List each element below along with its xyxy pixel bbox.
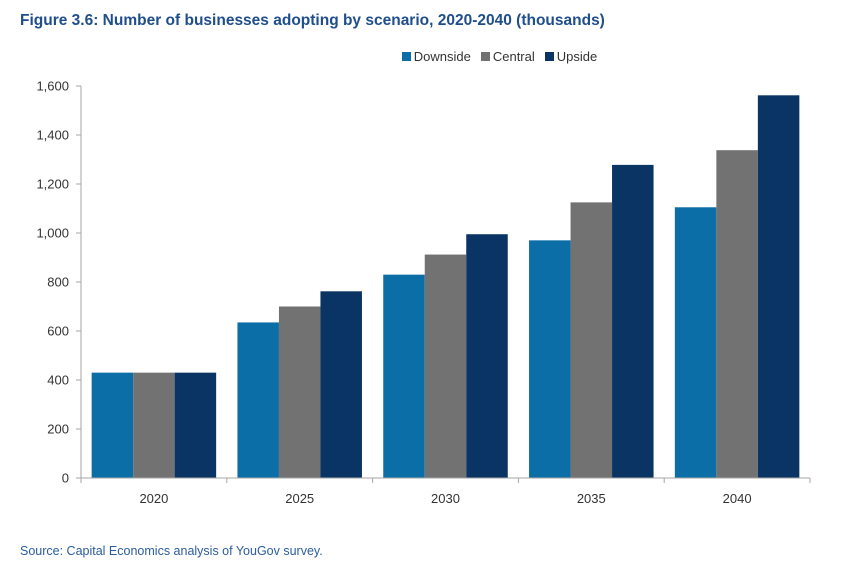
bar-downside-2030 (383, 274, 425, 478)
bar-central-2020 (133, 372, 175, 478)
y-tick-label: 400 (47, 373, 69, 388)
bar-upside-2030 (466, 234, 508, 478)
y-tick-label: 1,400 (36, 128, 69, 143)
bar-downside-2020 (91, 372, 134, 478)
legend-swatch-downside (401, 52, 411, 61)
y-tick-label: 200 (47, 422, 69, 437)
y-tick-label: 0 (62, 471, 69, 486)
bar-upside-2020 (174, 372, 217, 478)
x-tick-label: 2035 (577, 491, 606, 506)
bar-downside-2035 (529, 240, 571, 478)
legend-item-central: Central (480, 49, 535, 64)
y-tick-label: 1,000 (36, 226, 69, 241)
bar-upside-2035 (612, 164, 654, 478)
x-tick-label: 2025 (285, 491, 314, 506)
legend-label-downside: Downside (413, 49, 471, 64)
legend-swatch-upside (544, 52, 554, 61)
legend: Downside Central Upside (0, 49, 849, 64)
x-tick-label: 2040 (723, 491, 752, 506)
bars (91, 95, 800, 478)
y-tick-label: 600 (47, 324, 69, 339)
y-tick-label: 1,200 (36, 177, 69, 192)
source-note: Source: Capital Economics analysis of Yo… (20, 544, 323, 558)
x-tick-label: 2020 (139, 491, 168, 506)
bar-downside-2040 (674, 207, 717, 478)
legend-label-upside: Upside (556, 49, 598, 64)
legend-item-downside: Downside (401, 49, 471, 64)
legend-label-central: Central (492, 49, 535, 64)
y-tick-label: 1,600 (36, 79, 69, 94)
chart-title: Figure 3.6: Number of businesses adoptin… (20, 12, 605, 29)
x-axis: 2020 2025 2030 2035 2040 (80, 477, 811, 506)
bar-central-2025 (278, 306, 321, 478)
bar-upside-2025 (320, 291, 362, 478)
y-tick-label: 800 (47, 275, 69, 290)
bar-downside-2025 (237, 322, 279, 478)
bar-central-2035 (570, 202, 613, 478)
y-axis: 0 200 400 600 800 1,000 1,200 1,400 1,600 (36, 79, 82, 486)
legend-swatch-central (480, 52, 490, 61)
bar-upside-2040 (757, 95, 800, 478)
legend-item-upside: Upside (544, 49, 598, 64)
bar-central-2040 (716, 150, 758, 478)
x-tick-label: 2030 (431, 491, 460, 506)
bar-central-2030 (424, 254, 467, 478)
